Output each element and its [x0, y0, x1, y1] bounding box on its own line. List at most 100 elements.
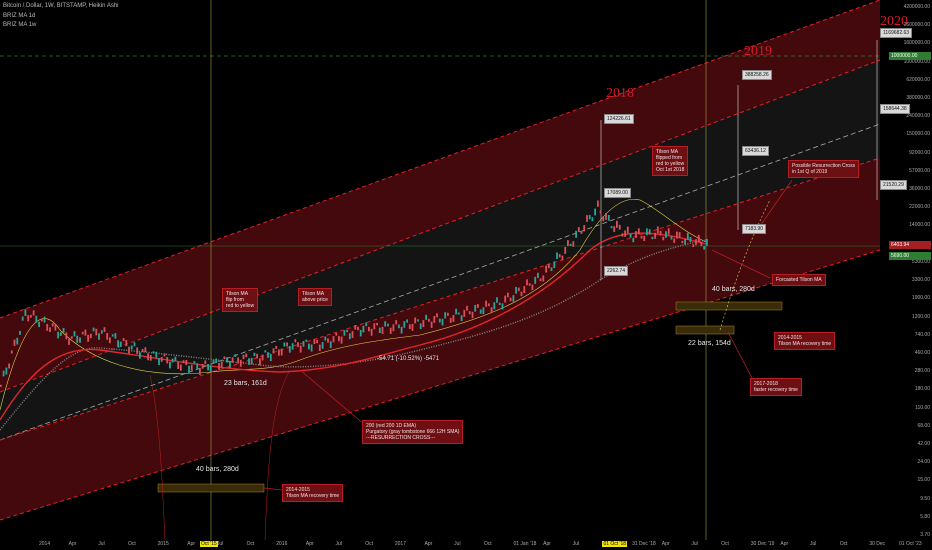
- price-tag-158644: 158644.38: [880, 104, 910, 114]
- candle: [635, 231, 637, 238]
- arrow-forecast-note: [711, 249, 771, 279]
- candle: [452, 314, 455, 322]
- candle: [359, 329, 362, 337]
- candle: [463, 309, 466, 317]
- candle: [51, 323, 54, 327]
- candle: [65, 332, 68, 340]
- x-tick-label: Jul: [216, 541, 224, 547]
- candle: [324, 336, 327, 341]
- x-tick-label: 2015: [157, 541, 169, 547]
- candle: [523, 286, 526, 294]
- candle: [425, 314, 427, 320]
- y-tick-label: 280.00: [914, 368, 930, 375]
- candle: [403, 321, 406, 328]
- note-ema-200: 200 (red 200 1D EMA) Purgatory (gray tom…: [362, 420, 464, 444]
- candle: [125, 340, 128, 347]
- candle: [114, 333, 117, 339]
- x-tick-label: Apr: [780, 541, 789, 547]
- year-label-2018: 2018: [606, 86, 634, 101]
- candle: [248, 358, 250, 365]
- candle: [19, 330, 21, 335]
- candle: [373, 323, 376, 330]
- candle: [288, 346, 291, 353]
- year-label-2020: 2020: [880, 14, 908, 29]
- x-tick-label: Jul: [691, 541, 698, 547]
- candle: [392, 324, 395, 332]
- candle: [226, 357, 228, 363]
- candle: [24, 309, 27, 316]
- price-tag-2262: 2262.74: [604, 266, 629, 276]
- candle: [272, 348, 275, 354]
- candle: [599, 210, 602, 214]
- candle: [223, 356, 226, 359]
- price-label-green-2: 5690.00: [889, 252, 931, 260]
- candle: [378, 327, 381, 333]
- candle: [199, 368, 201, 375]
- y-tick-label: 42.00: [917, 440, 930, 447]
- candle: [526, 279, 528, 286]
- x-tick-label: Oct: [246, 541, 255, 547]
- y-tick-label: 3.70: [920, 532, 930, 538]
- candle: [79, 337, 81, 343]
- candle: [583, 225, 586, 232]
- candle: [133, 342, 136, 347]
- candle: [588, 215, 591, 220]
- candle: [147, 353, 149, 361]
- channel-top-line: [0, 0, 881, 319]
- candle: [73, 331, 76, 337]
- candle: [428, 318, 430, 322]
- x-tick-label: Apr: [187, 541, 196, 547]
- x-tick-label: 30 Dec '19: [750, 541, 775, 547]
- candle: [35, 315, 38, 323]
- y-tick-label: 5300.00: [911, 258, 930, 265]
- candlestick-series: [0, 200, 708, 387]
- candle: [267, 352, 269, 358]
- candle: [474, 304, 477, 312]
- candle: [109, 337, 111, 344]
- x-tick-label: Oct: [483, 541, 492, 547]
- candle: [10, 350, 13, 354]
- candle: [528, 283, 531, 286]
- candle: [346, 329, 348, 333]
- price-tag-124226: 124226.61: [604, 114, 634, 124]
- note-resurrection-cross: Possible Resurrection Cross in 1st Q of …: [788, 160, 860, 178]
- candle: [485, 300, 487, 307]
- candle: [259, 358, 261, 366]
- candle: [567, 240, 569, 246]
- candle: [539, 278, 542, 281]
- candle: [49, 327, 51, 332]
- candle: [441, 318, 444, 326]
- candle: [572, 241, 575, 247]
- note-recovery-2014-left: 2014-2015 Tilson MA recovery time: [282, 484, 344, 502]
- candle: [278, 349, 280, 356]
- candle: [594, 208, 596, 216]
- recovery-box-left: [157, 483, 265, 493]
- candle: [234, 354, 237, 357]
- candle: [406, 319, 408, 323]
- note-recovery-2014-right: 2014-2015 Tilson MA recovery time: [774, 332, 836, 350]
- candle: [498, 302, 501, 306]
- candle: [468, 311, 471, 315]
- candle: [670, 236, 673, 240]
- candle: [605, 212, 607, 220]
- x-tick-label: 01 Jan '18: [513, 541, 537, 547]
- candle: [209, 365, 212, 372]
- candle: [507, 292, 509, 298]
- candle: [384, 321, 387, 327]
- candle: [455, 308, 457, 315]
- candle: [676, 231, 678, 239]
- candle: [308, 343, 310, 350]
- candle: [640, 235, 643, 239]
- candle: [43, 316, 46, 323]
- candle: [597, 200, 599, 207]
- arrow-ema-note: [299, 369, 366, 426]
- candle: [84, 329, 87, 336]
- candle: [493, 302, 496, 310]
- candle: [686, 232, 689, 240]
- candle: [411, 323, 414, 331]
- price-tag-21520: 21520.29: [880, 180, 907, 190]
- candle: [335, 332, 338, 336]
- candle: [400, 326, 403, 334]
- candle: [286, 342, 288, 347]
- candle: [182, 360, 185, 363]
